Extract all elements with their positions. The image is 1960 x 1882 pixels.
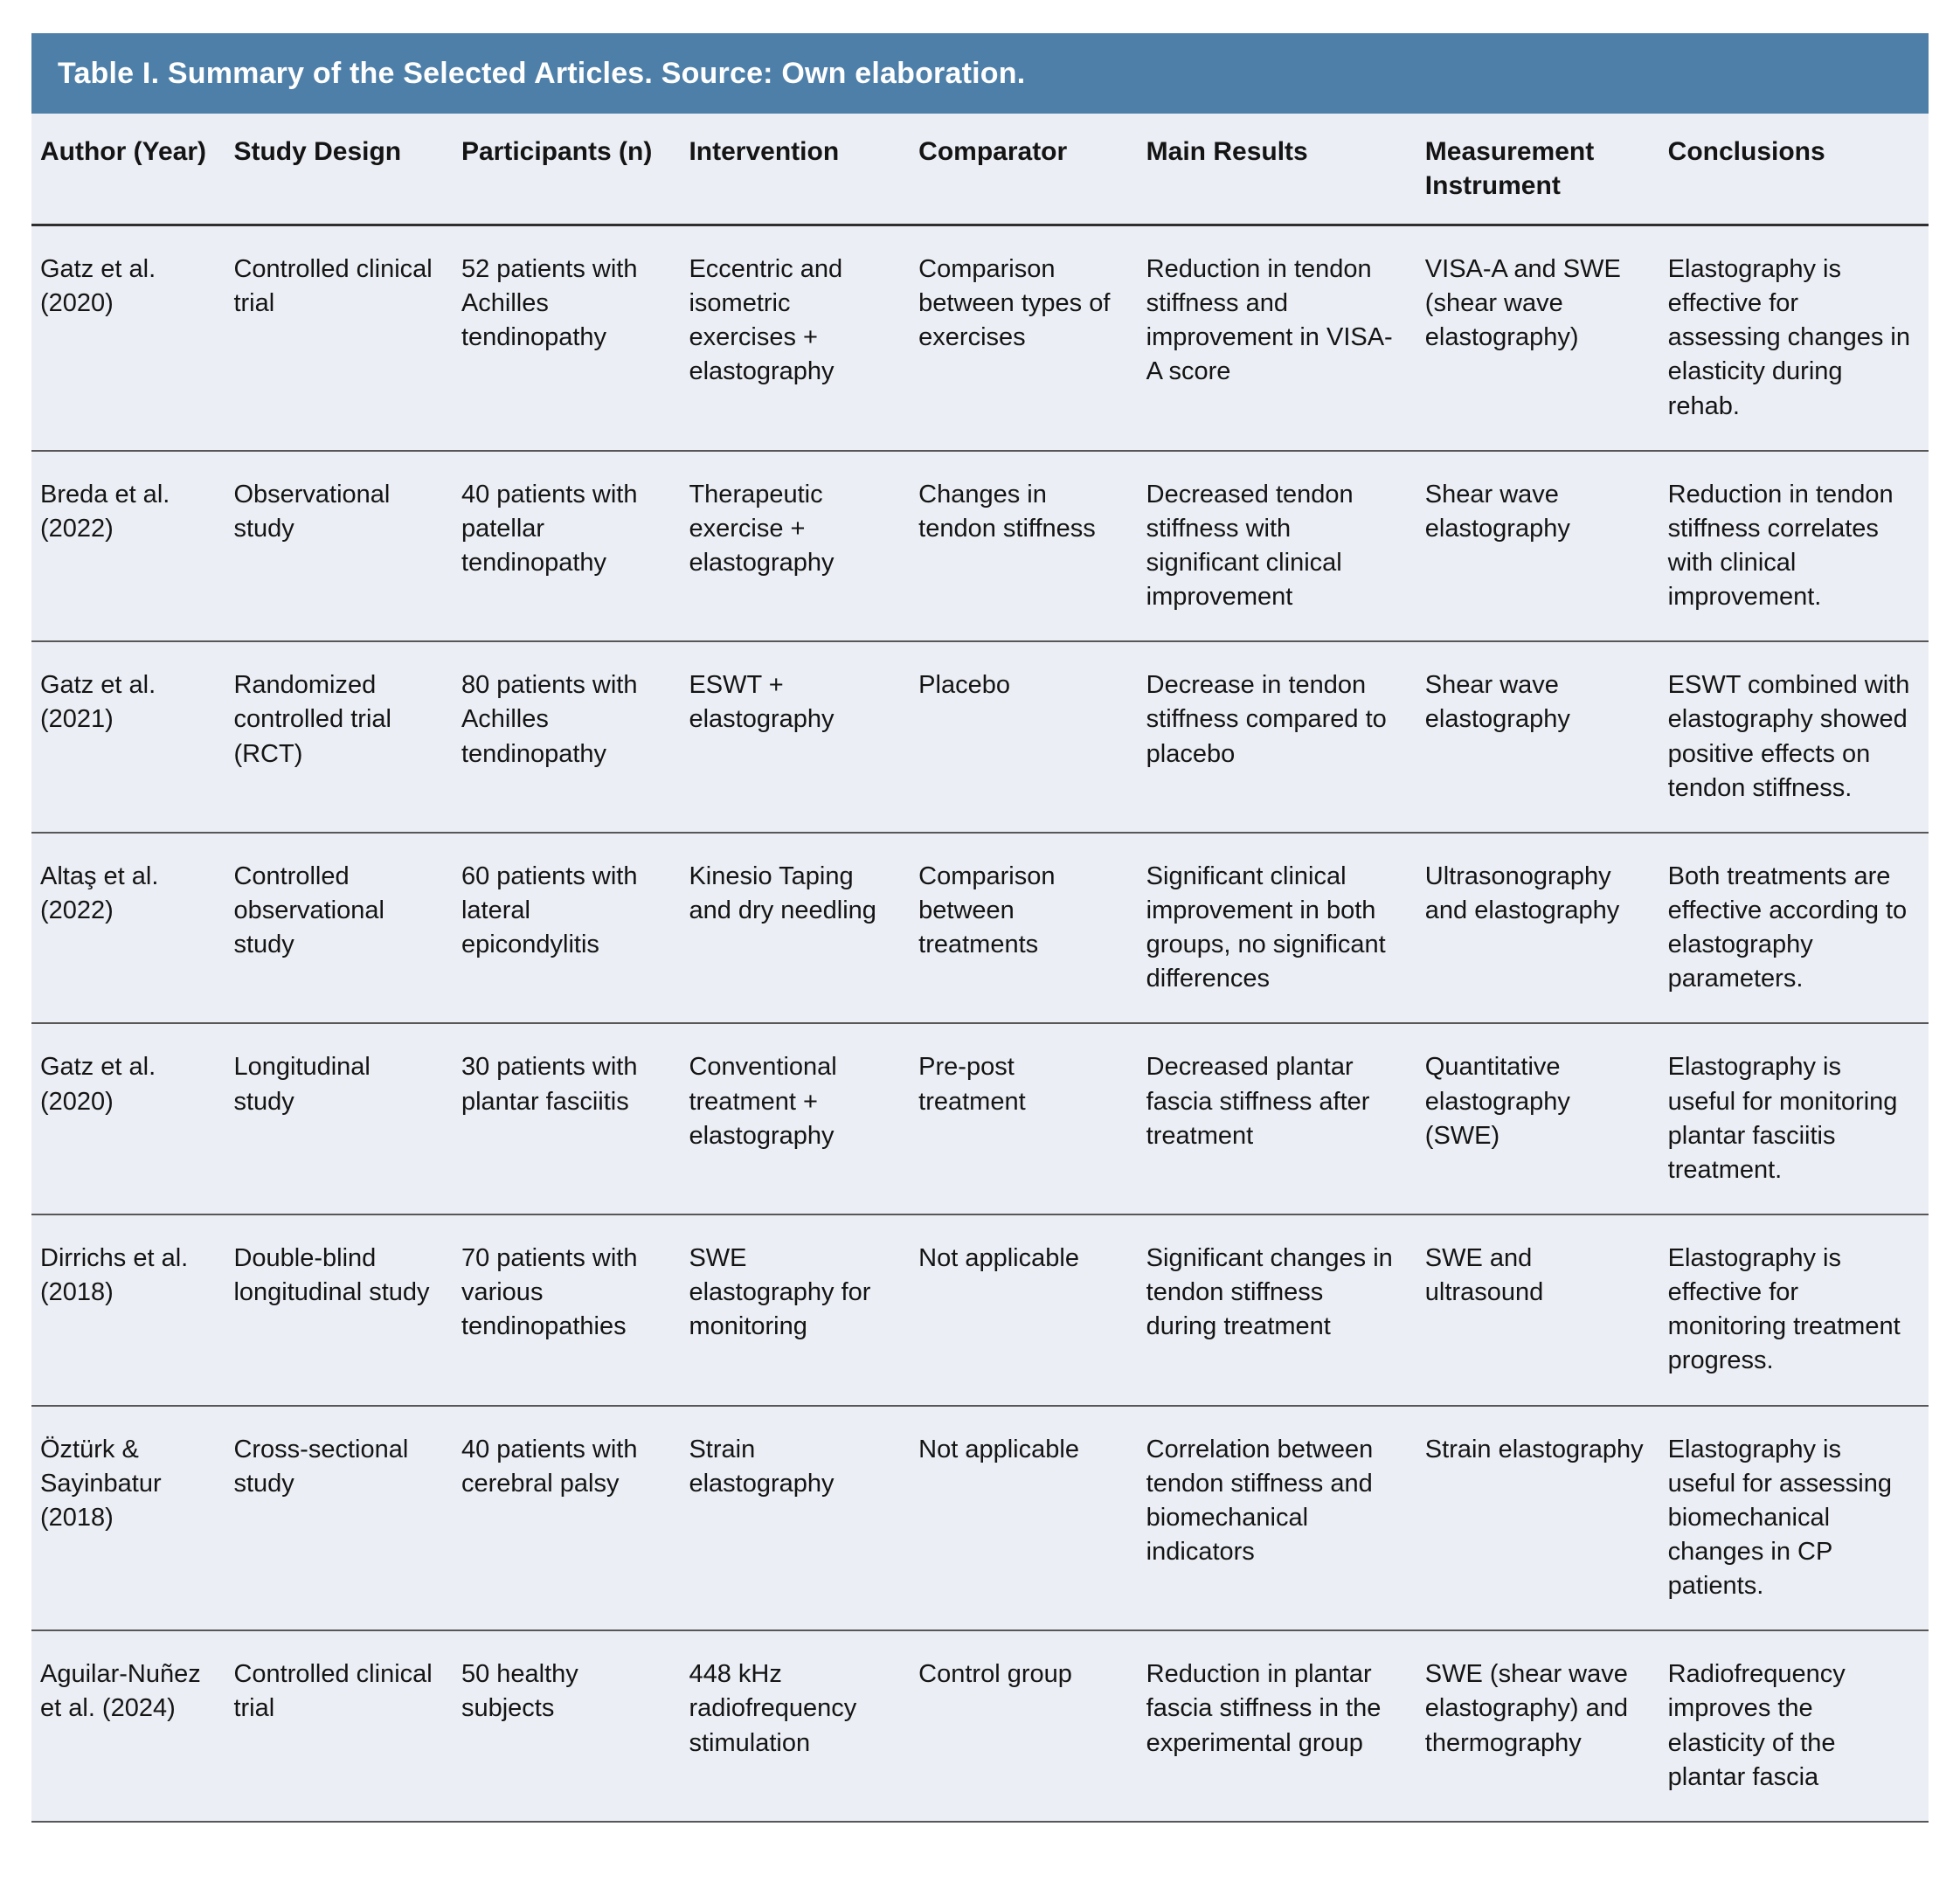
col-header-author-year: Author (Year)	[31, 114, 225, 226]
col-header-participants: Participants (n)	[452, 114, 681, 226]
cell-author-year: Dirrichs et al. (2018)	[31, 1214, 225, 1407]
cell-comparator: Pre-post treatment	[910, 1023, 1138, 1215]
cell-comparator: Comparison between treatments	[910, 832, 1138, 1025]
cell-study-design: Double-blind longitudinal study	[225, 1214, 453, 1407]
cell-main-results: Reduction in plantar fascia stiffness in…	[1137, 1630, 1416, 1823]
table-row: Breda et al. (2022) Observational study …	[31, 450, 1929, 643]
cell-study-design: Controlled clinical trial	[225, 1630, 453, 1823]
cell-measurement-instrument: Ultrasonography and elastography	[1416, 832, 1659, 1025]
cell-participants: 50 healthy subjects	[452, 1630, 681, 1823]
cell-intervention: Kinesio Taping and dry needling	[680, 832, 911, 1025]
cell-intervention: ESWT + elastography	[680, 641, 911, 834]
cell-author-year: Altaş et al. (2022)	[31, 832, 225, 1025]
col-header-study-design: Study Design	[225, 114, 453, 226]
cell-main-results: Reduction in tendon stiffness and improv…	[1137, 225, 1416, 452]
cell-study-design: Randomized controlled trial (RCT)	[225, 641, 453, 834]
cell-conclusions: Elastography is effective for monitoring…	[1659, 1214, 1929, 1407]
cell-conclusions: Elastography is useful for monitoring pl…	[1659, 1023, 1929, 1215]
cell-intervention: 448 kHz radiofrequency stimulation	[680, 1630, 911, 1823]
cell-conclusions: ESWT combined with elastography showed p…	[1659, 641, 1929, 834]
cell-comparator: Comparison between types of exercises	[910, 225, 1138, 452]
cell-author-year: Gatz et al. (2021)	[31, 641, 225, 834]
cell-participants: 40 patients with patellar tendinopathy	[452, 450, 681, 643]
cell-measurement-instrument: Shear wave elastography	[1416, 450, 1659, 643]
col-header-measurement-instrument: Measurement Instrument	[1416, 114, 1659, 226]
table-row: Aguilar-Nuñez et al. (2024) Controlled c…	[31, 1630, 1929, 1823]
cell-main-results: Decrease in tendon stiffness compared to…	[1137, 641, 1416, 834]
cell-main-results: Decreased plantar fascia stiffness after…	[1137, 1023, 1416, 1215]
cell-author-year: Öztürk & Sayinbatur (2018)	[31, 1405, 225, 1632]
cell-study-design: Cross-sectional study	[225, 1405, 453, 1632]
cell-author-year: Aguilar-Nuñez et al. (2024)	[31, 1630, 225, 1823]
cell-author-year: Gatz et al. (2020)	[31, 225, 225, 452]
cell-main-results: Decreased tendon stiffness with signific…	[1137, 450, 1416, 643]
cell-conclusions: Radiofrequency improves the elasticity o…	[1659, 1630, 1929, 1823]
cell-measurement-instrument: VISA-A and SWE (shear wave elastography)	[1416, 225, 1659, 452]
cell-intervention: Conventional treatment + elastography	[680, 1023, 911, 1215]
col-header-intervention: Intervention	[680, 114, 911, 226]
cell-conclusions: Elastography is effective for assessing …	[1659, 225, 1929, 452]
cell-conclusions: Both treatments are effective according …	[1659, 832, 1929, 1025]
col-header-conclusions: Conclusions	[1659, 114, 1929, 226]
cell-participants: 40 patients with cerebral palsy	[452, 1405, 681, 1632]
header-row: Author (Year) Study Design Participants …	[31, 114, 1929, 226]
cell-measurement-instrument: SWE and ultrasound	[1416, 1214, 1659, 1407]
table-row: Gatz et al. (2020) Controlled clinical t…	[31, 225, 1929, 452]
cell-intervention: SWE elastography for monitoring	[680, 1214, 911, 1407]
cell-participants: 60 patients with lateral epicondylitis	[452, 832, 681, 1025]
cell-measurement-instrument: Strain elastography	[1416, 1405, 1659, 1632]
col-header-comparator: Comparator	[910, 114, 1138, 226]
cell-author-year: Gatz et al. (2020)	[31, 1023, 225, 1215]
table-body: Gatz et al. (2020) Controlled clinical t…	[31, 225, 1929, 1823]
cell-comparator: Not applicable	[910, 1214, 1138, 1407]
cell-study-design: Controlled observational study	[225, 832, 453, 1025]
cell-intervention: Therapeutic exercise + elastography	[680, 450, 911, 643]
cell-conclusions: Reduction in tendon stiffness correlates…	[1659, 450, 1929, 643]
table-row: Altaş et al. (2022) Controlled observati…	[31, 832, 1929, 1025]
table-row: Gatz et al. (2020) Longitudinal study 30…	[31, 1023, 1929, 1215]
col-header-main-results: Main Results	[1137, 114, 1416, 226]
cell-measurement-instrument: Shear wave elastography	[1416, 641, 1659, 834]
cell-conclusions: Elastography is useful for assessing bio…	[1659, 1405, 1929, 1632]
cell-study-design: Observational study	[225, 450, 453, 643]
table-row: Dirrichs et al. (2018) Double-blind long…	[31, 1214, 1929, 1407]
cell-intervention: Strain elastography	[680, 1405, 911, 1632]
cell-participants: 80 patients with Achilles tendinopathy	[452, 641, 681, 834]
table-row: Öztürk & Sayinbatur (2018) Cross-section…	[31, 1405, 1929, 1632]
cell-main-results: Significant changes in tendon stiffness …	[1137, 1214, 1416, 1407]
cell-participants: 70 patients with various tendinopathies	[452, 1214, 681, 1407]
table-title: Table I. Summary of the Selected Article…	[31, 33, 1929, 114]
cell-intervention: Eccentric and isometric exercises + elas…	[680, 225, 911, 452]
cell-measurement-instrument: SWE (shear wave elastography) and thermo…	[1416, 1630, 1659, 1823]
table-row: Gatz et al. (2021) Randomized controlled…	[31, 641, 1929, 834]
cell-comparator: Not applicable	[910, 1405, 1138, 1632]
table-header: Author (Year) Study Design Participants …	[31, 114, 1929, 226]
summary-table: Author (Year) Study Design Participants …	[31, 114, 1929, 1823]
cell-comparator: Placebo	[910, 641, 1138, 834]
cell-study-design: Longitudinal study	[225, 1023, 453, 1215]
cell-main-results: Significant clinical improvement in both…	[1137, 832, 1416, 1025]
cell-participants: 52 patients with Achilles tendinopathy	[452, 225, 681, 452]
cell-measurement-instrument: Quantitative elastography (SWE)	[1416, 1023, 1659, 1215]
cell-main-results: Correlation between tendon stiffness and…	[1137, 1405, 1416, 1632]
cell-comparator: Changes in tendon stiffness	[910, 450, 1138, 643]
cell-author-year: Breda et al. (2022)	[31, 450, 225, 643]
cell-study-design: Controlled clinical trial	[225, 225, 453, 452]
cell-comparator: Control group	[910, 1630, 1138, 1823]
cell-participants: 30 patients with plantar fasciitis	[452, 1023, 681, 1215]
